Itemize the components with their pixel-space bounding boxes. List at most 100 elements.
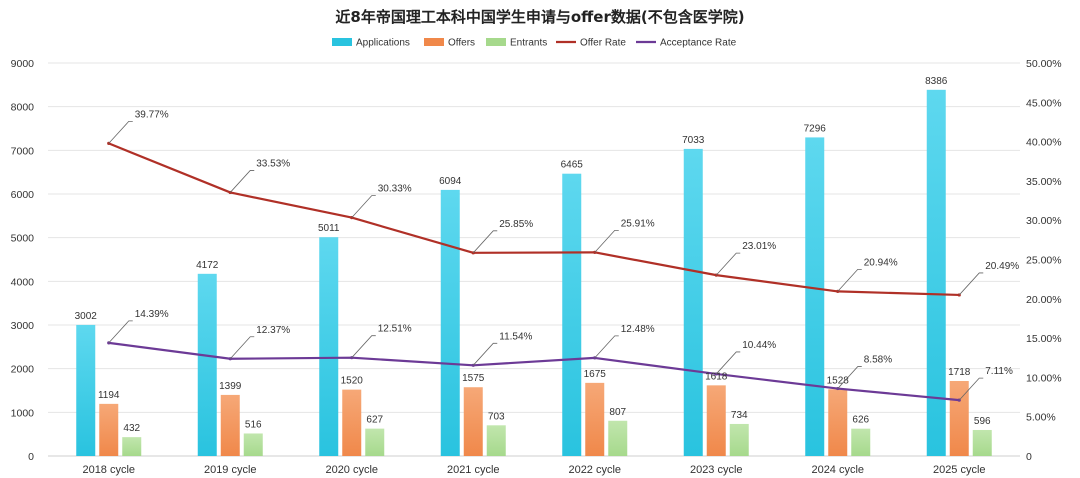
bar-offers [585, 382, 605, 456]
legend-label: Applications [356, 38, 410, 49]
y-right-tick: 0 [1026, 451, 1032, 463]
bar-value-label: 1520 [341, 376, 364, 387]
y-right-tick: 25.00% [1026, 255, 1062, 267]
y-right-tick: 10.00% [1026, 372, 1062, 384]
bar-applications [562, 173, 582, 456]
y-left-tick: 3000 [11, 320, 35, 332]
label-leader [715, 252, 741, 276]
line-offer-rate [108, 142, 960, 297]
bar-applications [319, 237, 339, 456]
bar-offers [463, 387, 483, 456]
bar-value-label: 1718 [948, 367, 971, 378]
bar-value-label: 1675 [584, 369, 607, 380]
rate-label: 12.48% [621, 324, 655, 335]
bar-entrants [243, 433, 263, 456]
label-leader [594, 335, 619, 359]
rate-label: 12.37% [256, 325, 290, 336]
bar-offers [706, 385, 726, 456]
label-leader [229, 336, 255, 360]
rate-label: 20.49% [985, 261, 1019, 272]
bar-series [76, 89, 992, 457]
x-tick-label: 2020 cycle [325, 464, 378, 476]
y-right-tick: 15.00% [1026, 333, 1062, 345]
legend-label: Entrants [510, 38, 547, 49]
y-left-tick: 8000 [11, 102, 35, 114]
bar-value-label: 6094 [439, 176, 462, 187]
y-right-tick: 30.00% [1026, 215, 1062, 227]
legend-label: Offer Rate [580, 38, 626, 49]
bar-entrants [851, 428, 871, 456]
rate-label: 25.85% [499, 219, 533, 230]
y-left-tick: 6000 [11, 189, 35, 201]
bar-applications [805, 137, 825, 456]
bar-offers [220, 394, 240, 456]
rate-label: 39.77% [135, 109, 169, 120]
y-right-tick: 45.00% [1026, 97, 1062, 109]
y-axis-left: 0 1000 2000 3000 4000 5000 6000 7000 8000 9000 [11, 58, 35, 463]
legend-label: Offers [448, 38, 475, 49]
label-leader [958, 272, 984, 296]
rate-label: 14.39% [135, 309, 169, 320]
rate-label: 7.11% [985, 366, 1013, 377]
label-leader [594, 229, 619, 253]
bar-value-label: 734 [731, 410, 748, 421]
y-left-tick: 9000 [11, 58, 35, 70]
bar-value-label: 1618 [705, 371, 728, 382]
rate-label: 30.33% [378, 184, 412, 195]
bar-offers [828, 389, 848, 456]
legend-swatch [332, 38, 352, 46]
line-acceptance-rate [108, 341, 960, 402]
legend-swatch [486, 38, 506, 46]
label-leader [229, 170, 255, 193]
rate-label: 11.54% [499, 331, 532, 342]
bar-value-label: 8386 [925, 76, 948, 87]
label-leader [108, 121, 133, 144]
bar-value-label: 1399 [219, 381, 242, 392]
bar-entrants [608, 420, 628, 456]
x-axis: 2018 cycle 2019 cycle 2020 cycle 2021 cycle… [48, 455, 1020, 476]
bar-value-label: 1575 [462, 373, 485, 384]
y-left-tick: 1000 [11, 407, 35, 419]
bar-entrants [365, 428, 385, 456]
rate-label: 10.44% [742, 340, 776, 351]
x-tick-label: 2018 cycle [82, 464, 135, 476]
label-leader [837, 366, 862, 389]
bar-applications [926, 89, 946, 456]
label-leader [837, 269, 862, 292]
bar-value-label: 6465 [561, 160, 584, 171]
bar-value-label: 4172 [196, 260, 219, 271]
bar-value-label: 516 [245, 419, 262, 430]
label-leader [108, 320, 133, 344]
bar-applications [76, 324, 96, 456]
rate-label: 8.58% [864, 355, 892, 366]
label-leader [351, 335, 376, 358]
label-leader [472, 342, 498, 366]
bar-value-label: 627 [366, 415, 383, 426]
bar-value-label: 626 [852, 415, 869, 426]
label-leader [351, 195, 376, 218]
y-left-tick: 5000 [11, 233, 35, 245]
y-left-tick: 2000 [11, 364, 35, 376]
label-leader [715, 351, 741, 375]
bar-value-label: 3002 [75, 311, 98, 322]
y-left-tick: 7000 [11, 145, 35, 157]
bar-value-label: 703 [488, 411, 505, 422]
chart-title: 近8年帝国理工本科中国学生申请与offer数据(不包含医学院) [335, 8, 744, 26]
x-tick-label: 2023 cycle [690, 464, 743, 476]
legend-swatch [424, 38, 444, 46]
x-tick-label: 2022 cycle [568, 464, 621, 476]
y-right-tick: 20.00% [1026, 294, 1062, 306]
bar-entrants [972, 429, 992, 456]
y-right-tick: 50.00% [1026, 58, 1062, 70]
bar-offers [342, 389, 362, 456]
y-left-tick: 4000 [11, 276, 35, 288]
x-tick-label: 2025 cycle [933, 464, 986, 476]
data-labels: 3002 4172 5011 6094 6465 7033 7296 8386 1194 1399… [75, 76, 1020, 434]
rate-label: 23.01% [742, 241, 776, 252]
bar-value-label: 432 [123, 423, 140, 434]
bar-applications [440, 189, 460, 457]
rate-label: 33.53% [256, 158, 290, 169]
y-left-tick: 0 [28, 451, 34, 463]
bar-entrants [122, 437, 142, 456]
